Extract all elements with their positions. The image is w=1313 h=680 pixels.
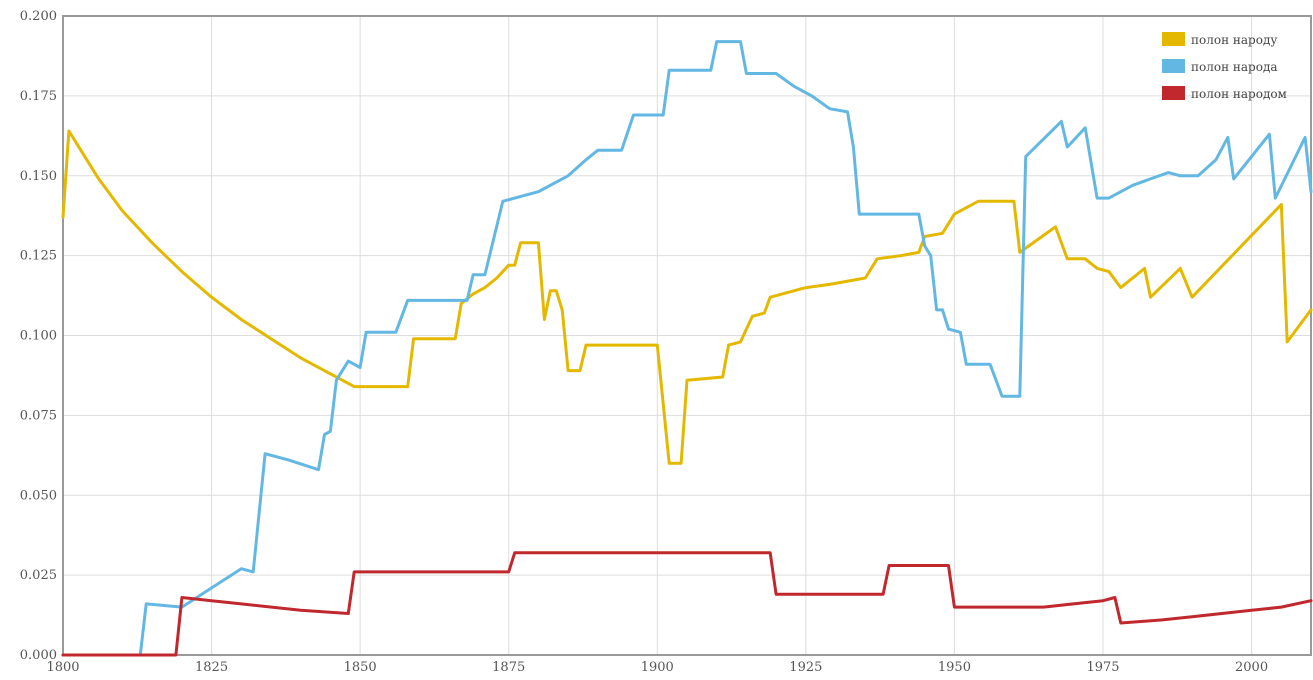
- x-tick-label: 1825: [195, 660, 228, 675]
- y-tick-label: 0.175: [20, 89, 57, 104]
- x-tick-label: 1875: [492, 660, 525, 675]
- y-tick-label: 0.075: [20, 408, 57, 423]
- legend-swatch: [1162, 86, 1185, 100]
- y-tick-label: 0.050: [20, 488, 57, 503]
- y-tick-label: 0.200: [20, 9, 57, 24]
- x-tick-label: 1975: [1086, 660, 1119, 675]
- y-tick-label: 0.150: [20, 169, 57, 184]
- y-tick-label: 0.000: [20, 648, 57, 663]
- grid: [62, 15, 1311, 656]
- x-tick-label: 1950: [938, 660, 971, 675]
- series-line-3: [61, 551, 1313, 657]
- tick-labels: 1800 1825 1850 1875 1900 1925 1950 1975 2000 0.00…: [20, 9, 1268, 675]
- legend-label: полон народу: [1191, 33, 1277, 47]
- series-line-1: [61, 129, 1313, 465]
- x-tick-label: 1925: [789, 660, 822, 675]
- y-tick-label: 0.100: [20, 329, 57, 344]
- legend: полон народу полон народа полон народом: [1162, 32, 1287, 101]
- plot-frame: [62, 15, 1312, 656]
- legend-label: полон народом: [1191, 87, 1287, 101]
- x-tick-label: 1850: [344, 660, 377, 675]
- x-tick-label: 1800: [46, 660, 79, 675]
- x-tick-label: 2000: [1235, 660, 1268, 675]
- series-lines: [61, 40, 1313, 657]
- legend-swatch: [1162, 59, 1185, 73]
- y-tick-label: 0.125: [20, 249, 57, 264]
- series-line-2: [61, 40, 1313, 657]
- axes: [62, 15, 1312, 656]
- y-tick-label: 0.025: [20, 568, 57, 583]
- legend-swatch: [1162, 32, 1185, 46]
- x-tick-label: 1900: [641, 660, 674, 675]
- legend-label: полон народа: [1191, 60, 1277, 74]
